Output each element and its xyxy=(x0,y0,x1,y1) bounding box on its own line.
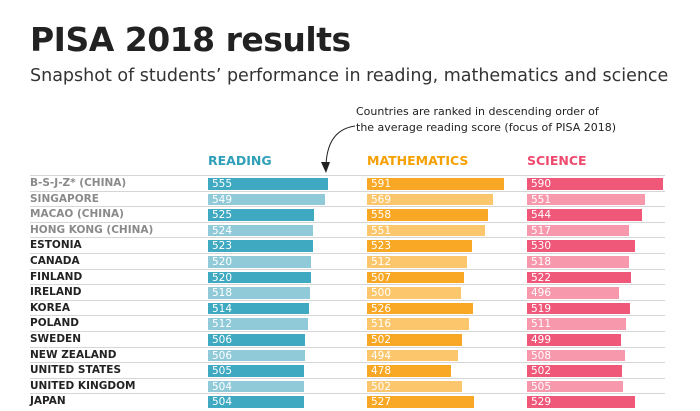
science-bar: 517 xyxy=(527,224,629,237)
country-label: FINLAND xyxy=(30,270,83,283)
mathematics-bar: 500 xyxy=(367,287,461,299)
mathematics-bar: 502 xyxy=(367,334,462,346)
table-row: ESTONIA 523 523 530 xyxy=(30,237,665,253)
reading-bar: 512 xyxy=(208,318,308,330)
country-label: MACAO (CHINA) xyxy=(30,208,124,221)
mathematics-bar: 512 xyxy=(367,256,467,268)
table-row: B-S-J-Z* (CHINA) 555 591 590 xyxy=(30,175,665,191)
column-header-mathematics: MATHEMATICS xyxy=(367,153,469,168)
science-bar: 499 xyxy=(527,334,621,346)
mathematics-bar: 526 xyxy=(367,302,474,315)
reading-bar: 504 xyxy=(208,396,304,408)
reading-bar: 520 xyxy=(208,256,312,268)
chart-subtitle: Snapshot of students’ performance in rea… xyxy=(30,66,669,86)
country-label: NEW ZEALAND xyxy=(30,348,117,361)
column-header-reading: READING xyxy=(208,153,272,168)
table-row: MACAO (CHINA) 525 558 544 xyxy=(30,206,665,222)
mathematics-bar: 551 xyxy=(367,224,485,237)
table-row: JAPAN 504 527 529 xyxy=(30,393,665,409)
reading-bar: 518 xyxy=(208,287,311,299)
country-label: CANADA xyxy=(30,255,80,267)
mathematics-bar: 527 xyxy=(367,396,474,408)
reading-bar: 555 xyxy=(208,178,328,190)
table-row: NEW ZEALAND 506 494 508 xyxy=(30,346,665,363)
country-label: UNITED KINGDOM xyxy=(30,379,136,392)
science-bar: 496 xyxy=(527,287,620,299)
reading-bar: 506 xyxy=(208,349,305,361)
mathematics-bar: 558 xyxy=(367,209,489,221)
country-label: ESTONIA xyxy=(30,239,82,252)
science-bar: 551 xyxy=(527,193,645,205)
science-bar: 590 xyxy=(527,178,664,190)
country-label: IRELAND xyxy=(30,286,82,299)
table-row: SINGAPORE 549 569 551 xyxy=(30,190,665,207)
reading-bar: 523 xyxy=(208,240,313,252)
country-label: KOREA xyxy=(30,301,70,314)
reading-bar: 520 xyxy=(208,271,312,283)
mathematics-bar: 516 xyxy=(367,318,469,330)
column-header-science: SCIENCE xyxy=(527,153,587,168)
table-row: UNITED STATES 505 478 502 xyxy=(30,362,665,378)
mathematics-bar: 523 xyxy=(367,240,472,252)
table-row: HONG KONG (CHINA) 524 551 517 xyxy=(30,221,665,238)
science-bar: 530 xyxy=(527,240,636,252)
reading-bar: 504 xyxy=(208,380,304,393)
country-label: B-S-J-Z* (CHINA) xyxy=(30,177,127,189)
science-bar: 511 xyxy=(527,318,627,330)
mathematics-bar: 502 xyxy=(367,380,462,393)
table-row: CANADA 520 512 518 xyxy=(30,253,665,269)
table-row: SWEDEN 506 502 499 xyxy=(30,331,665,347)
annotation-line-2: the average reading score (focus of PISA… xyxy=(356,121,617,134)
country-label: JAPAN xyxy=(30,395,66,408)
science-bar: 519 xyxy=(527,302,630,315)
mathematics-bar: 569 xyxy=(367,193,494,205)
reading-bar: 525 xyxy=(208,209,314,221)
science-bar: 502 xyxy=(527,365,622,377)
science-bar: 529 xyxy=(527,396,635,408)
country-label: POLAND xyxy=(30,317,79,330)
mathematics-bar: 494 xyxy=(367,349,459,361)
table-row: FINLAND 520 507 522 xyxy=(30,268,665,285)
table-row: KOREA 514 526 519 xyxy=(30,299,665,316)
reading-bar: 524 xyxy=(208,224,314,237)
science-bar: 505 xyxy=(527,380,624,393)
science-bar: 522 xyxy=(527,271,632,283)
ranking-annotation: Countries are ranked in descending order… xyxy=(356,104,616,136)
country-label: HONG KONG (CHINA) xyxy=(30,223,154,236)
country-label: SWEDEN xyxy=(30,333,81,345)
mathematics-bar: 507 xyxy=(367,271,465,283)
reading-bar: 549 xyxy=(208,193,326,205)
annotation-line-1: Countries are ranked in descending order… xyxy=(356,105,599,118)
science-bar: 508 xyxy=(527,349,625,361)
chart-title: PISA 2018 results xyxy=(30,20,351,59)
country-label: UNITED STATES xyxy=(30,364,122,377)
reading-bar: 506 xyxy=(208,334,305,346)
science-bar: 518 xyxy=(527,256,630,268)
country-label: SINGAPORE xyxy=(30,192,99,205)
annotation-arrow-icon xyxy=(321,125,356,173)
table-row: IRELAND 518 500 496 xyxy=(30,284,665,300)
mathematics-bar: 478 xyxy=(367,365,451,377)
mathematics-bar: 591 xyxy=(367,178,504,190)
reading-bar: 514 xyxy=(208,302,309,315)
table-row: POLAND 512 516 511 xyxy=(30,315,665,331)
reading-bar: 505 xyxy=(208,365,305,377)
table-row: UNITED KINGDOM 504 502 505 xyxy=(30,377,665,394)
science-bar: 544 xyxy=(527,209,642,221)
